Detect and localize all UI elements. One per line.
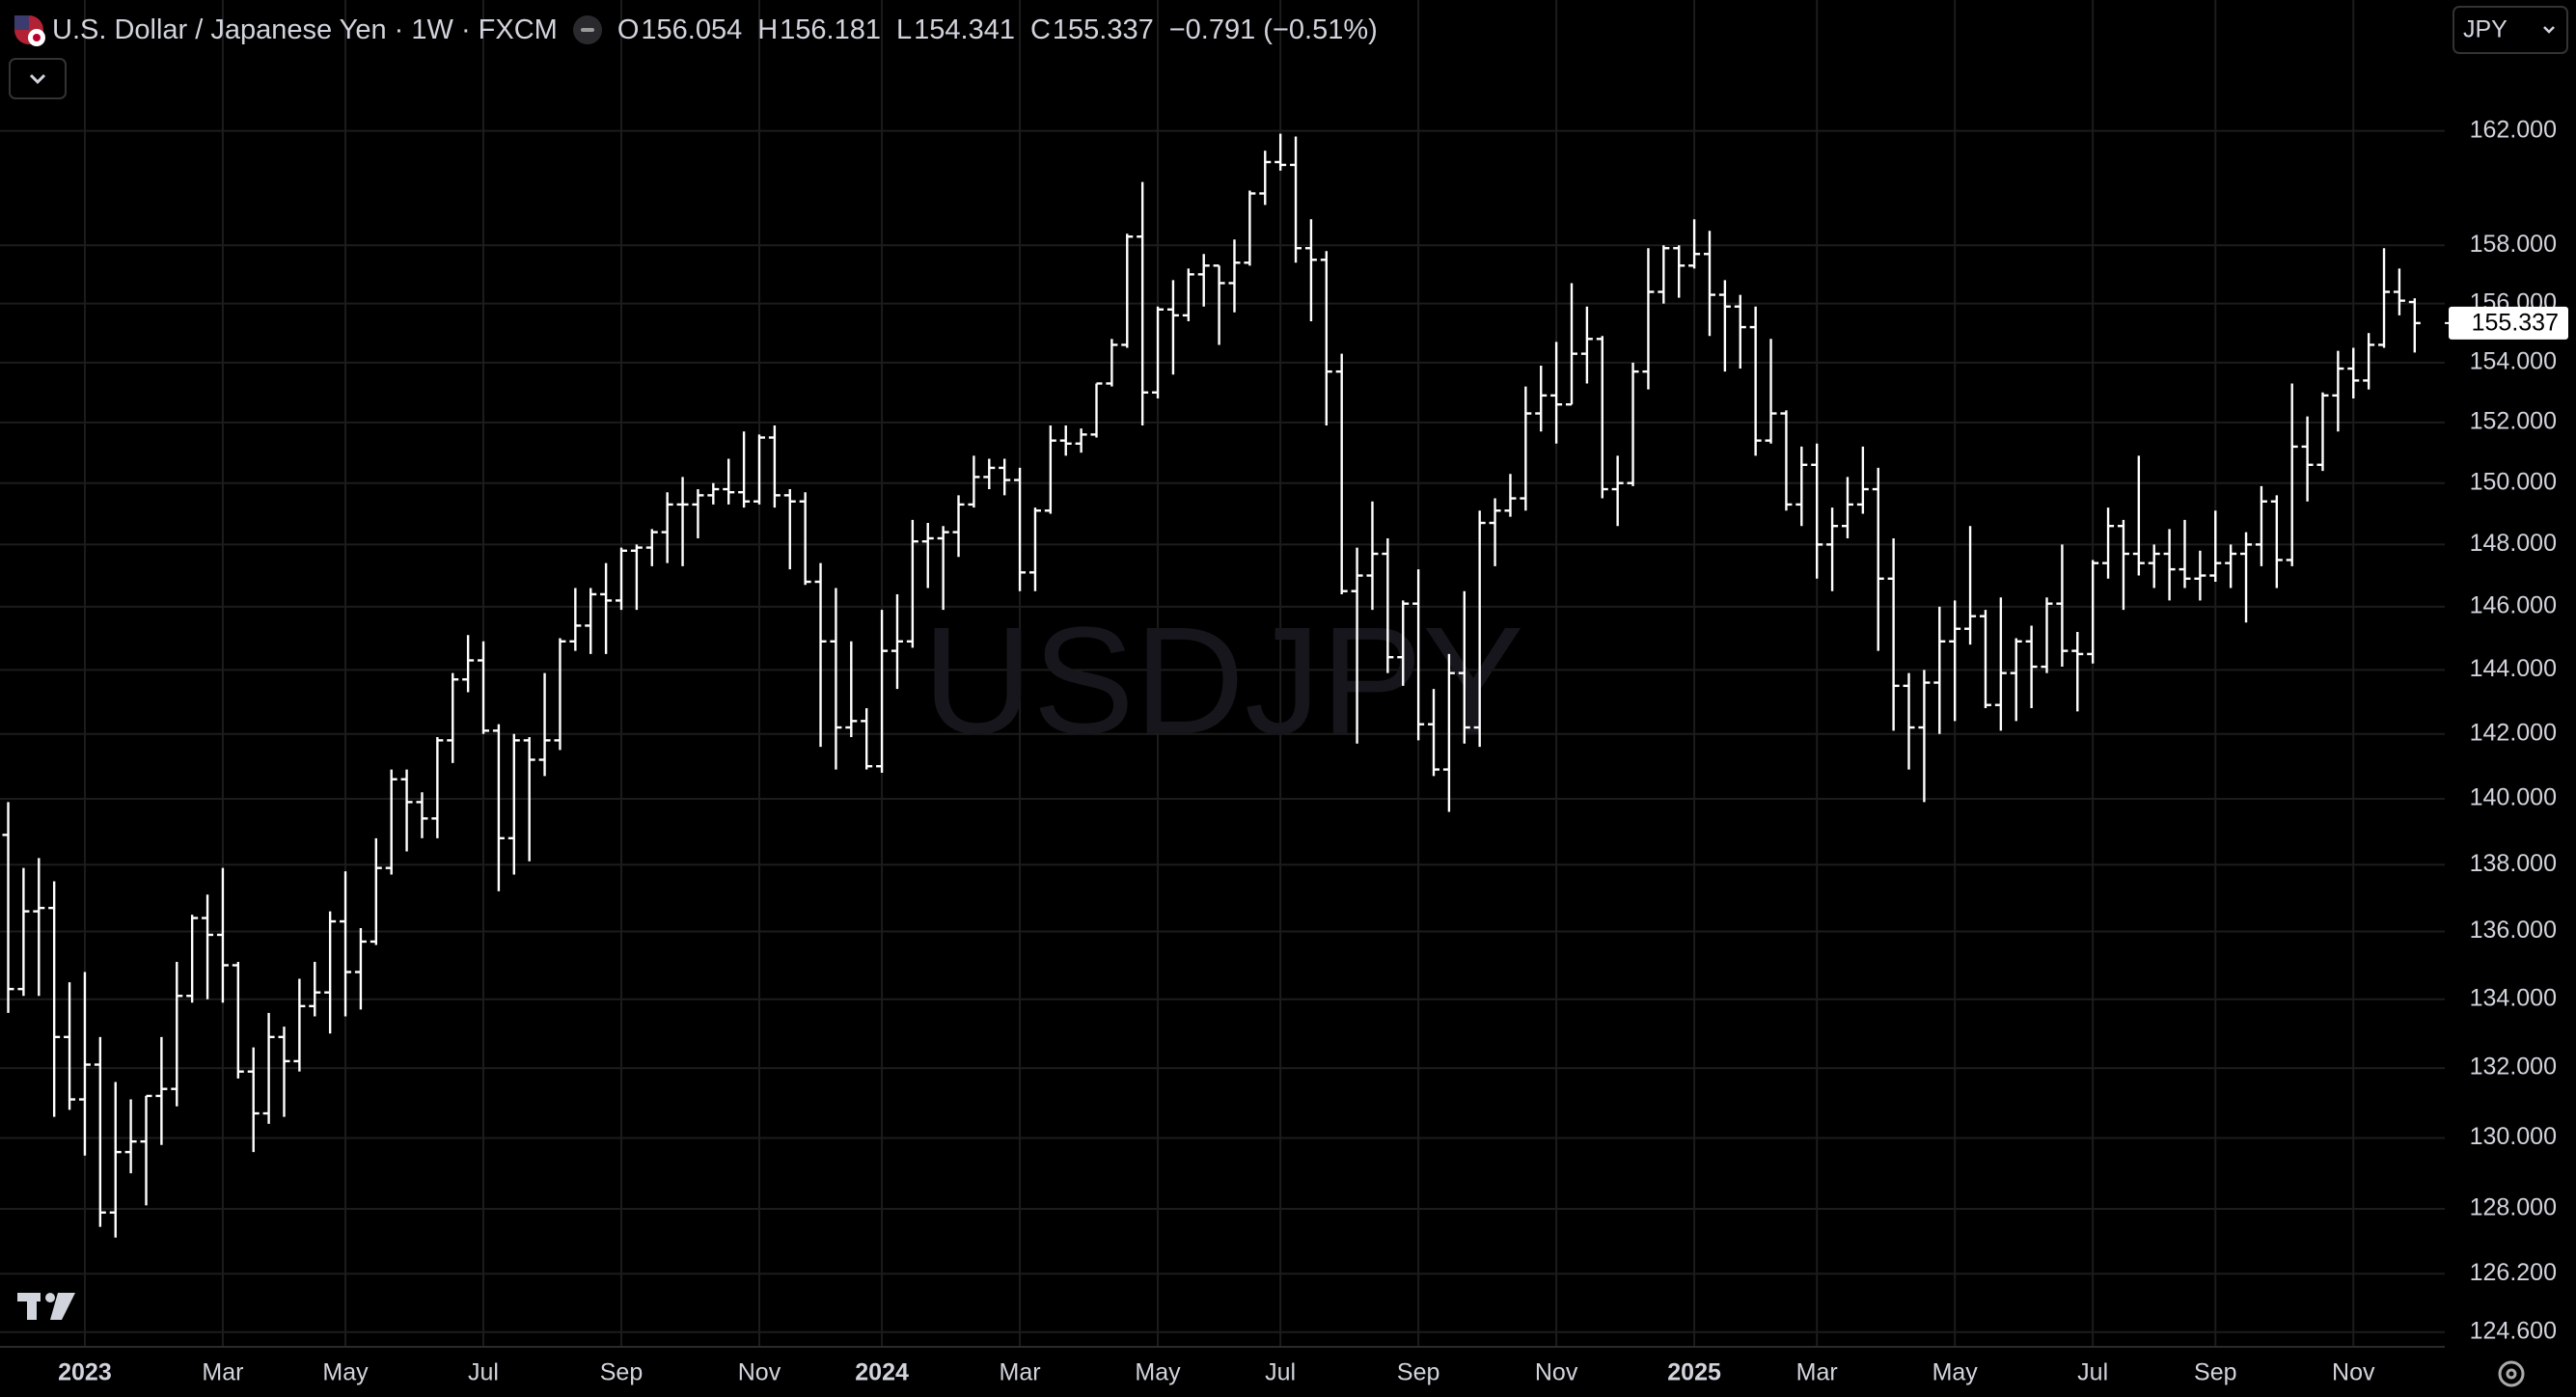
- y-tick-label: 136.000: [2470, 917, 2557, 944]
- x-tick-label: Mar: [1796, 1359, 1838, 1386]
- y-tick-label: 138.000: [2470, 850, 2557, 877]
- last-price-box: [2449, 306, 2568, 340]
- dropdown-icon: [29, 73, 46, 85]
- x-tick-label: Mar: [1000, 1359, 1041, 1386]
- x-tick-label: Sep: [1397, 1359, 1439, 1386]
- currency-icon: [2543, 26, 2555, 34]
- ohlc-value: 155.337: [1052, 14, 1154, 45]
- x-tick-label: Jul: [1265, 1359, 1296, 1386]
- status-dot[interactable]: [572, 15, 602, 44]
- y-tick-label: 140.000: [2470, 784, 2557, 811]
- y-tick-label: 128.000: [2470, 1194, 2557, 1221]
- y-tick-label: 154.000: [2470, 347, 2557, 374]
- tv-logo: [17, 1293, 75, 1320]
- x-tick-label: Jul: [468, 1359, 499, 1386]
- y-tick-label: 158.000: [2470, 231, 2557, 258]
- ohlc-label: C: [1029, 14, 1051, 45]
- x-tick-label: 2023: [58, 1359, 112, 1386]
- y-tick-label: 144.000: [2470, 655, 2557, 682]
- ohlc-label: H: [757, 14, 779, 45]
- ohlc-label: O: [617, 14, 640, 45]
- symbol-icon: [14, 15, 45, 46]
- last-price-label: 155.337: [2472, 309, 2559, 336]
- settings-icon[interactable]: [2498, 1360, 2525, 1387]
- y-tick-label: 146.000: [2470, 592, 2557, 619]
- x-tick-label: Jul: [2077, 1359, 2108, 1386]
- x-tick-label: May: [322, 1359, 369, 1386]
- y-tick-label: 130.000: [2470, 1123, 2557, 1150]
- x-tick-label: May: [1135, 1359, 1181, 1386]
- currency-button[interactable]: [2453, 6, 2568, 54]
- y-tick-label: 134.000: [2470, 984, 2557, 1011]
- ohlc-value: 156.181: [780, 14, 881, 45]
- x-tick-label: Mar: [202, 1359, 243, 1386]
- symbol-title: U.S. Dollar / Japanese Yen · 1W · FXCM: [52, 14, 558, 45]
- y-tick-label: 142.000: [2470, 719, 2557, 746]
- y-tick-label: 152.000: [2470, 407, 2557, 434]
- ohlc-label: L: [895, 14, 913, 45]
- change: −0.791 (−0.51%): [1168, 14, 1378, 45]
- watermark: USDJPY: [922, 596, 1523, 766]
- x-tick-label: 2024: [855, 1359, 909, 1386]
- bars: [2, 133, 2421, 1238]
- y-tick-label: 132.000: [2470, 1054, 2557, 1081]
- y-tick-label: 126.200: [2470, 1259, 2557, 1286]
- y-tick-label: 124.600: [2470, 1317, 2557, 1344]
- x-tick-label: 2025: [1667, 1359, 1721, 1386]
- ohlc-values: O156.054 H156.181 L154.341 C155.337: [617, 14, 1169, 46]
- header: U.S. Dollar / Japanese Yen · 1W · FXCM O…: [12, 10, 1378, 50]
- y-tick-label: 162.000: [2470, 116, 2557, 143]
- currency: JPY: [2463, 16, 2507, 43]
- dropdown-button[interactable]: [9, 58, 67, 99]
- x-tick-label: Nov: [738, 1359, 781, 1386]
- grid: [0, 0, 2445, 1347]
- x-tick-label: Nov: [1535, 1359, 1578, 1386]
- ohlc-value: 154.341: [914, 14, 1015, 45]
- y-tick-label: 150.000: [2470, 468, 2557, 495]
- x-tick-label: Nov: [2332, 1359, 2375, 1386]
- x-tick-label: May: [1932, 1359, 1979, 1386]
- y-tick-label: 148.000: [2470, 530, 2557, 557]
- ohlc-value: 156.054: [641, 14, 743, 45]
- x-tick-label: Sep: [2194, 1359, 2236, 1386]
- x-tick-label: Sep: [600, 1359, 643, 1386]
